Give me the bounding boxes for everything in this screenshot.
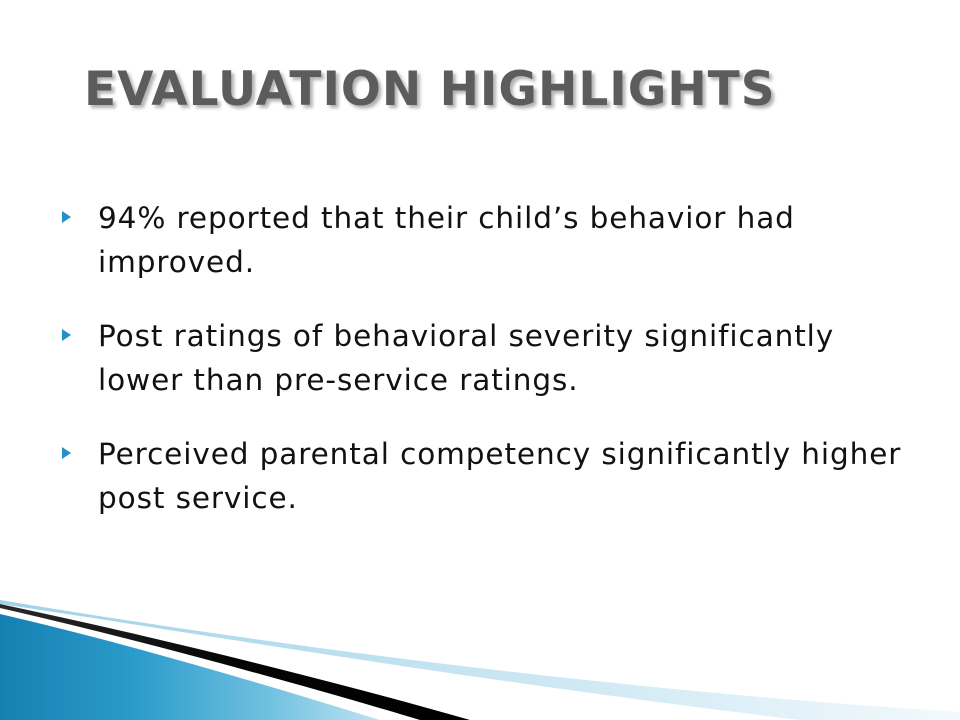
decorative-swoosh [0,600,960,720]
swoosh-light-band [0,600,960,720]
bullet-text: Perceived parental competency significan… [98,437,902,515]
swoosh-blue-band [0,614,380,720]
bullet-item: 94% reported that their child’s behavior… [62,196,912,284]
bullet-list: 94% reported that their child’s behavior… [62,196,912,550]
swoosh-dark-band [0,604,470,720]
triangle-right-icon [62,211,71,223]
bullet-item: Perceived parental competency significan… [62,432,912,520]
bullet-item: Post ratings of behavioral severity sign… [62,314,912,402]
triangle-right-icon [62,329,71,341]
triangle-right-icon [62,447,71,459]
slide-title: EVALUATION HIGHLIGHTS [84,62,776,117]
bullet-text: 94% reported that their child’s behavior… [98,201,795,279]
bullet-text: Post ratings of behavioral severity sign… [98,319,835,397]
